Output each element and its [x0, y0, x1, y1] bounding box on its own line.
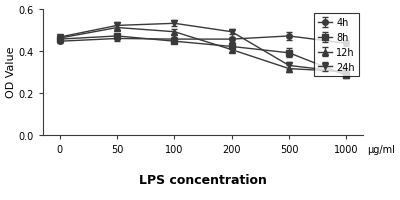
Y-axis label: OD Value: OD Value — [6, 47, 16, 98]
Legend: 4h, 8h, 12h, 24h: 4h, 8h, 12h, 24h — [314, 14, 359, 76]
Text: μg/ml: μg/ml — [367, 144, 394, 154]
X-axis label: LPS concentration: LPS concentration — [139, 174, 267, 186]
